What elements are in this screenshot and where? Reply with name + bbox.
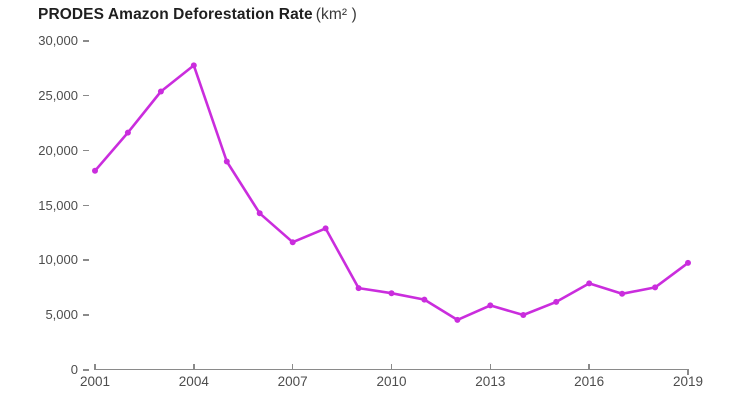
data-point-2009	[355, 285, 362, 292]
y-tick-label: 20,000	[38, 142, 78, 158]
y-tick-mark	[83, 149, 89, 152]
data-point-2004	[190, 62, 197, 69]
y-tick-mark	[83, 94, 89, 97]
y-tick-label: 15,000	[38, 197, 78, 213]
data-point-2018	[652, 284, 659, 291]
data-point-2005	[223, 158, 230, 165]
y-tick-mark	[83, 369, 89, 371]
data-point-2008	[322, 225, 329, 232]
y-tick-mark	[83, 259, 89, 261]
data-point-2003	[157, 88, 164, 95]
x-tick-label: 2019	[672, 374, 704, 389]
data-point-2006	[256, 210, 263, 217]
x-tick-label: 2013	[475, 374, 506, 389]
x-tick-label: 2001	[79, 374, 111, 389]
chart-title-text: PRODES Amazon Deforestation Rate	[38, 6, 313, 23]
x-tick-mark	[489, 364, 492, 370]
data-point-2016	[586, 280, 593, 287]
x-tick-label: 2016	[574, 374, 605, 389]
data-point-2013	[487, 302, 494, 309]
y-tick-mark	[83, 204, 89, 206]
y-tick-label: 5,000	[45, 307, 78, 323]
data-point-2001	[92, 167, 98, 174]
x-tick-mark	[193, 364, 195, 370]
x-tick-label: 2010	[376, 374, 407, 389]
data-point-2012	[454, 316, 461, 323]
data-point-2015	[553, 298, 560, 305]
data-point-2010	[388, 290, 395, 297]
x-tick-mark	[390, 364, 393, 370]
y-tick-label: 0	[70, 362, 78, 377]
data-point-2007	[289, 239, 296, 246]
y-tick-mark	[83, 40, 89, 42]
x-tick-mark	[94, 364, 96, 370]
x-tick-label: 2007	[277, 374, 308, 389]
x-tick-mark	[687, 369, 689, 375]
data-point-2017	[619, 290, 626, 297]
x-tick-label: 2004	[178, 374, 209, 389]
y-tick-label: 10,000	[38, 252, 78, 268]
x-axis-line	[95, 369, 689, 371]
x-tick-mark	[291, 364, 294, 370]
data-point-2014	[520, 312, 527, 318]
y-tick-label: 25,000	[38, 87, 78, 103]
data-point-2011	[421, 296, 428, 303]
y-tick-mark	[83, 314, 89, 316]
chart-title-unit: (km² )	[315, 6, 357, 23]
y-tick-label: 30,000	[38, 33, 78, 48]
deforestation-rate-line	[93, 64, 690, 322]
x-tick-mark	[588, 364, 590, 370]
chart-title: PRODES Amazon Deforestation Rate (km² )	[38, 6, 357, 24]
data-point-2002	[124, 129, 131, 136]
data-point-2019	[685, 259, 691, 266]
